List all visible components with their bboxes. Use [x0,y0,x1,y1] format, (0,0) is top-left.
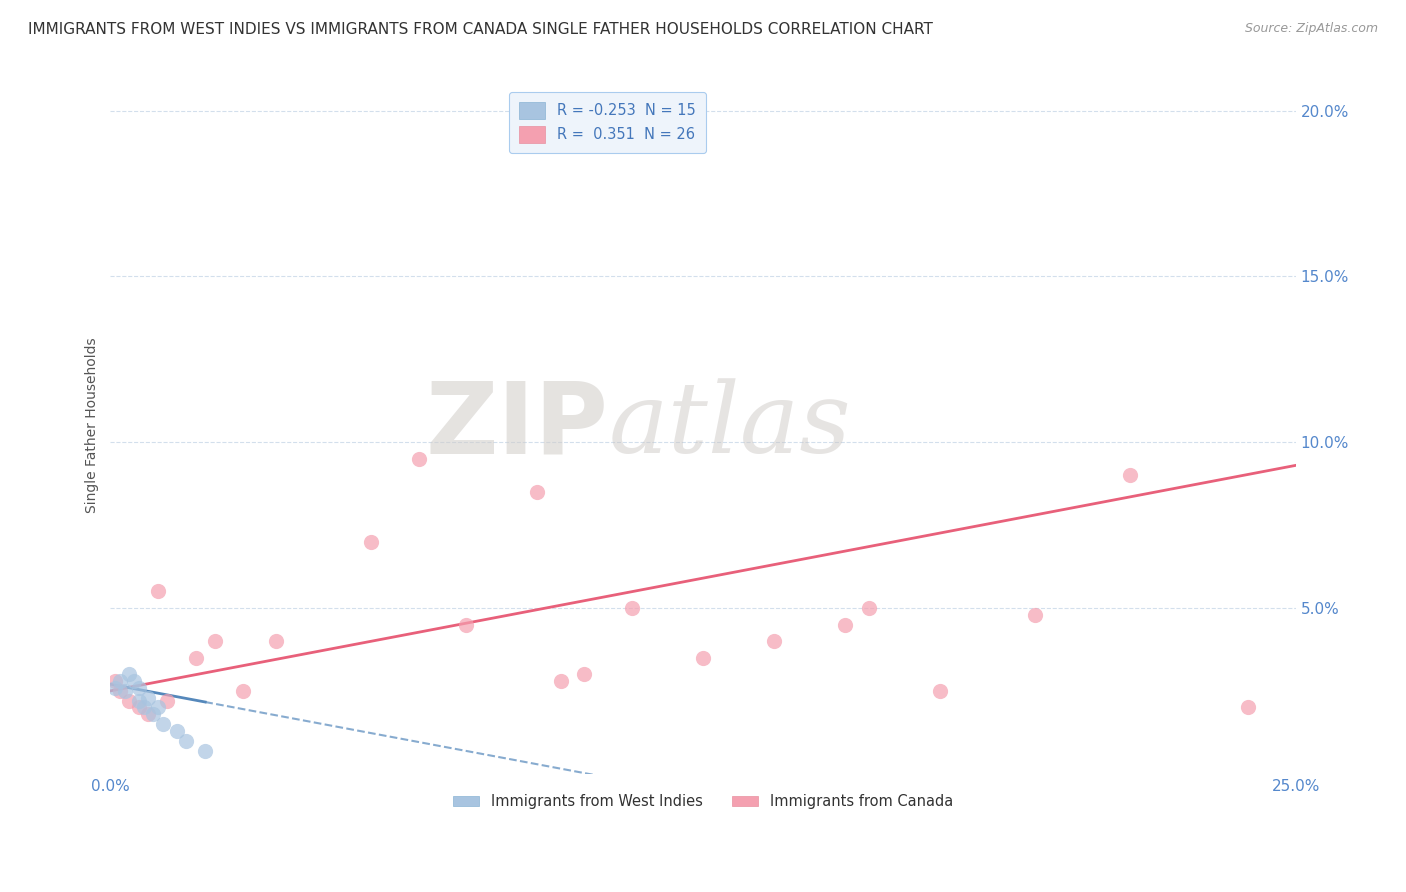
Point [232,684,254,698]
Point [104,673,127,688]
Point [550,673,572,688]
Point [204,634,226,648]
Point [146,584,169,599]
Point [184,650,207,665]
Point [114,684,136,698]
Text: atlas: atlas [609,378,851,474]
Text: Source: ZipAtlas.com: Source: ZipAtlas.com [1244,22,1378,36]
Point [138,707,160,722]
Point [858,601,880,615]
Point [118,667,141,681]
Point [128,700,150,714]
Point [132,700,155,714]
Point [128,681,150,695]
Y-axis label: Single Father Households: Single Father Households [86,338,100,514]
Text: ZIP: ZIP [425,377,609,475]
Point [692,650,714,665]
Point [138,690,160,705]
Point [174,733,197,747]
Point [929,684,952,698]
Point [454,617,477,632]
Point [763,634,786,648]
Legend: Immigrants from West Indies, Immigrants from Canada: Immigrants from West Indies, Immigrants … [447,789,959,815]
Point [122,673,145,688]
Point [620,601,643,615]
Point [104,681,127,695]
Point [194,743,217,757]
Point [118,694,141,708]
Point [108,684,131,698]
Point [408,451,430,466]
Point [166,723,188,738]
Point [1118,468,1140,483]
Point [834,617,856,632]
Point [526,484,548,499]
Point [156,694,179,708]
Point [360,534,382,549]
Point [152,717,174,731]
Point [1024,607,1046,622]
Text: IMMIGRANTS FROM WEST INDIES VS IMMIGRANTS FROM CANADA SINGLE FATHER HOUSEHOLDS C: IMMIGRANTS FROM WEST INDIES VS IMMIGRANT… [28,22,934,37]
Point [574,667,596,681]
Point [146,700,169,714]
Point [1237,700,1260,714]
Point [266,634,288,648]
Point [128,694,150,708]
Point [108,673,131,688]
Point [142,707,165,722]
